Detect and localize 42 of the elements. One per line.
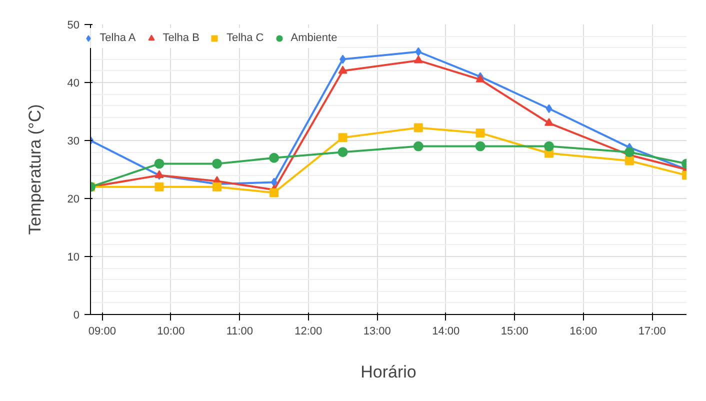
point xyxy=(476,128,485,138)
point xyxy=(338,147,348,158)
point xyxy=(415,47,422,56)
point xyxy=(475,141,486,152)
point xyxy=(212,158,222,169)
point xyxy=(624,156,634,166)
legend-label: Telha B xyxy=(162,32,200,44)
x-tick-label: 15:00 xyxy=(500,326,528,338)
legend-label: Ambiente xyxy=(290,32,338,44)
point xyxy=(154,158,164,169)
x-tick-label: 09:00 xyxy=(88,326,116,338)
x-tick-label: 16:00 xyxy=(570,326,598,338)
legend-label: Telha C xyxy=(226,32,264,44)
y-tick-label: 0 xyxy=(73,310,80,322)
point xyxy=(544,118,554,126)
point xyxy=(544,141,554,152)
x-tick-label: 17:00 xyxy=(638,326,666,338)
point xyxy=(154,182,164,192)
y-tick-label: 40 xyxy=(67,78,80,90)
x-tick-label: 11:00 xyxy=(226,326,254,338)
y-tick-label: 50 xyxy=(67,20,80,32)
x-tick-label: 10:00 xyxy=(157,326,185,338)
point xyxy=(270,178,278,187)
y-tick-label: 30 xyxy=(67,136,80,148)
point xyxy=(270,188,279,198)
x-tick-label: 12:00 xyxy=(294,326,322,338)
x-tick-label: 14:00 xyxy=(432,326,460,338)
point xyxy=(546,104,552,114)
y-tick-label: 10 xyxy=(67,252,80,264)
point xyxy=(338,133,348,142)
point xyxy=(269,152,280,163)
x-axis-title: Horário xyxy=(360,362,416,382)
point xyxy=(414,123,423,132)
legend-label: Telha A xyxy=(100,32,136,44)
x-tick-label: 13:00 xyxy=(363,326,391,338)
point xyxy=(338,66,348,74)
point xyxy=(212,182,222,192)
point xyxy=(414,55,423,64)
point xyxy=(413,141,424,152)
point xyxy=(624,147,634,158)
y-axis-title: Temperatura (°C) xyxy=(25,104,44,235)
y-tick-label: 20 xyxy=(67,194,80,206)
